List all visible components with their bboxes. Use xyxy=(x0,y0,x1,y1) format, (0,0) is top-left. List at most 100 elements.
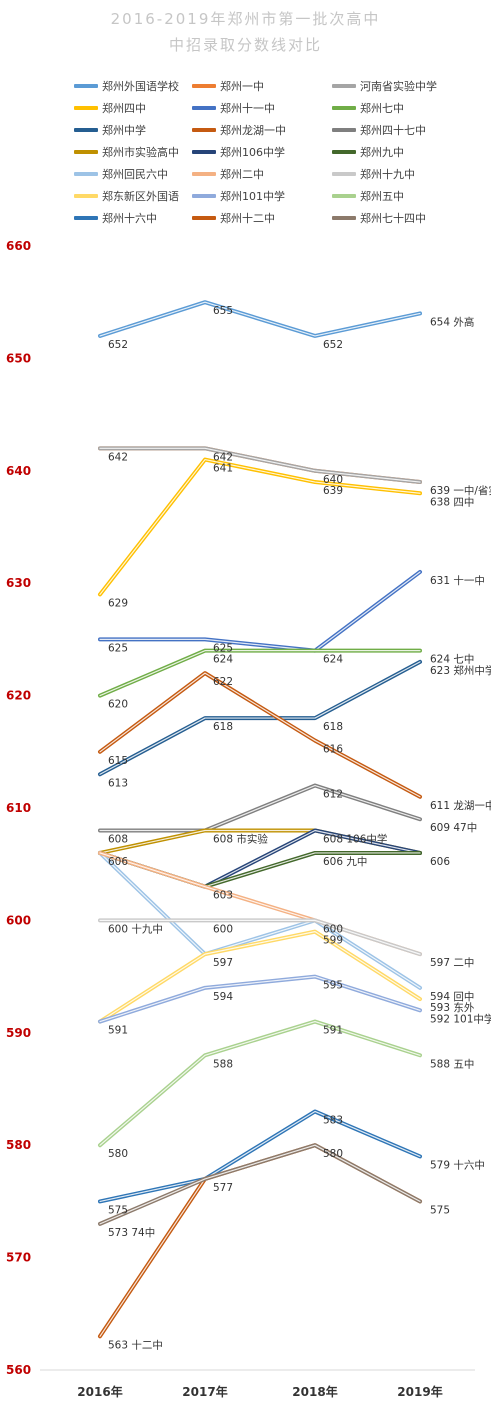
legend-label: 郑州十一中 xyxy=(220,102,275,115)
series-line-inner xyxy=(99,571,421,652)
data-label: 573 74中 xyxy=(108,1226,155,1239)
data-label: 608 106中学 xyxy=(323,832,387,845)
data-label: 618 xyxy=(323,721,343,733)
series-line xyxy=(98,974,422,1024)
x-tick-label: 2017年 xyxy=(182,1384,227,1399)
data-label: 563 十二中 xyxy=(108,1338,163,1351)
y-tick-label: 560 xyxy=(6,1363,31,1377)
y-tick-label: 620 xyxy=(6,689,31,703)
data-label: 595 xyxy=(323,980,343,992)
series-line-inner xyxy=(99,1144,421,1225)
data-label: 642 xyxy=(108,451,128,463)
data-label: 624 七中 xyxy=(430,653,474,666)
data-label: 625 xyxy=(213,642,233,654)
data-label: 588 五中 xyxy=(430,1057,474,1070)
legend-label: 郑州二中 xyxy=(220,168,264,181)
legend-item: 郑州二中 xyxy=(192,164,264,184)
chart-title: 2016-2019年郑州市第一批次高中 中招录取分数线对比 xyxy=(0,6,491,58)
data-label: 594 回中 xyxy=(430,990,474,1003)
data-label: 640 xyxy=(323,474,343,486)
data-label: 620 xyxy=(108,699,128,711)
legend-label: 郑州市实验高中 xyxy=(102,146,179,159)
data-label: 579 十六中 xyxy=(430,1158,485,1171)
data-label: 591 xyxy=(323,1025,343,1037)
series-line-inner xyxy=(99,447,421,483)
data-label: 638 四中 xyxy=(430,495,474,508)
series-line-inner xyxy=(99,975,421,1023)
chart-title-line-1: 2016-2019年郑州市第一批次高中 xyxy=(110,10,381,28)
legend-item: 郑州106中学 xyxy=(192,142,285,162)
legend-swatch xyxy=(192,106,216,110)
data-label: 616 xyxy=(323,744,343,756)
data-label: 641 xyxy=(213,463,233,475)
legend-label: 郑州十六中 xyxy=(102,212,157,225)
y-tick-label: 640 xyxy=(6,464,31,478)
legend-swatch xyxy=(74,194,98,198)
legend-item: 郑州七中 xyxy=(332,98,404,118)
legend-item: 郑州中学 xyxy=(74,120,146,140)
legend-item: 郑州外国语学校 xyxy=(74,76,179,96)
legend-label: 郑东新区外国语 xyxy=(102,190,179,203)
data-label: 594 xyxy=(213,991,233,1003)
data-label: 618 xyxy=(213,721,233,733)
series-line-inner xyxy=(99,672,421,798)
series-line-inner xyxy=(99,458,421,596)
series-line-inner xyxy=(99,1110,421,1203)
series-line-inner xyxy=(99,784,421,832)
data-label: 655 xyxy=(213,305,233,317)
legend-swatch xyxy=(332,216,356,220)
legend-swatch xyxy=(192,172,216,176)
legend-item: 河南省实验中学 xyxy=(332,76,437,96)
data-label: 606 xyxy=(430,856,450,868)
x-tick-label: 2018年 xyxy=(292,1384,337,1399)
legend-item: 郑州十一中 xyxy=(192,98,275,118)
data-label: 609 47中 xyxy=(430,821,477,834)
series-line-outer xyxy=(98,974,422,1024)
data-label: 654 外高 xyxy=(430,315,474,328)
legend-swatch xyxy=(332,128,356,132)
legend-item: 郑州四中 xyxy=(74,98,146,118)
data-label: 652 xyxy=(108,339,128,351)
series-line xyxy=(98,1143,422,1226)
data-label: 612 xyxy=(323,789,343,801)
x-tick-label: 2019年 xyxy=(397,1384,442,1399)
legend-label: 郑州十二中 xyxy=(220,212,275,225)
data-label: 608 xyxy=(108,833,128,845)
series-line xyxy=(98,659,422,777)
legend-swatch xyxy=(192,194,216,198)
data-label: 597 xyxy=(213,957,233,969)
data-label: 597 二中 xyxy=(430,956,474,969)
legend-label: 郑州五中 xyxy=(360,190,404,203)
series-line xyxy=(98,783,422,833)
series-line-outer xyxy=(98,1143,422,1226)
series-line xyxy=(98,850,422,990)
legend-label: 郑州四中 xyxy=(102,102,146,115)
series-line-inner xyxy=(99,650,421,697)
series-line xyxy=(98,671,422,799)
data-label: 624 xyxy=(323,654,343,666)
series-line xyxy=(98,918,422,957)
data-label: 613 xyxy=(108,777,128,789)
legend-item: 郑东新区外国语 xyxy=(74,186,179,206)
data-label: 600 xyxy=(213,923,233,935)
legend-swatch xyxy=(332,172,356,176)
y-tick-label: 570 xyxy=(6,1251,31,1265)
legend-swatch xyxy=(192,150,216,154)
series-line-inner xyxy=(99,1020,421,1146)
series-line xyxy=(98,1109,422,1204)
data-label: 600 xyxy=(323,923,343,935)
legend-item: 郑州九中 xyxy=(332,142,404,162)
data-label: 575 xyxy=(430,1204,450,1216)
legend-swatch xyxy=(192,128,216,132)
data-label: 631 十一中 xyxy=(430,574,485,587)
x-tick-label: 2016年 xyxy=(77,1384,122,1399)
data-label: 652 xyxy=(323,339,343,351)
data-label: 615 xyxy=(108,755,128,767)
y-tick-label: 650 xyxy=(6,351,31,365)
legend-item: 郑州一中 xyxy=(192,76,264,96)
data-label: 608 市实验 xyxy=(213,832,268,845)
series-line xyxy=(98,300,422,338)
legend-swatch xyxy=(332,150,356,154)
data-label: 639 一中/省实验 xyxy=(430,484,491,497)
series-line xyxy=(98,457,422,597)
